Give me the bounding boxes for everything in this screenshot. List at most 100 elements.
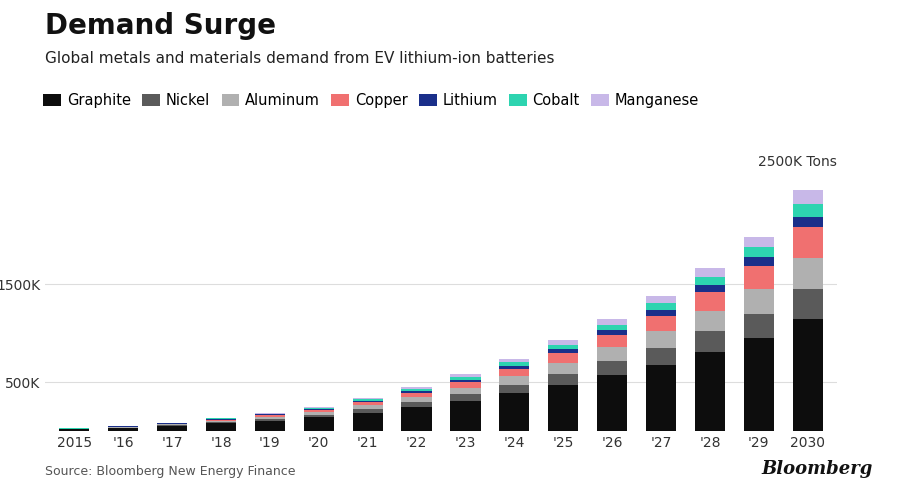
Bar	[646, 348, 676, 365]
Bar	[401, 402, 432, 408]
Bar	[548, 363, 579, 374]
Bar	[450, 374, 481, 377]
Bar	[353, 409, 382, 413]
Bar	[743, 247, 774, 257]
Bar	[548, 340, 579, 344]
Bar	[450, 377, 481, 380]
Bar	[206, 420, 236, 422]
Text: Demand Surge: Demand Surge	[45, 12, 276, 40]
Bar	[597, 347, 627, 361]
Bar	[450, 394, 481, 401]
Bar	[695, 269, 725, 277]
Bar	[597, 335, 627, 347]
Bar	[206, 423, 236, 431]
Bar	[646, 365, 676, 431]
Bar	[743, 290, 774, 314]
Bar	[500, 363, 529, 366]
Bar	[206, 419, 236, 420]
Bar	[255, 420, 285, 431]
Bar	[450, 388, 481, 394]
Bar	[793, 227, 823, 258]
Bar	[695, 277, 725, 285]
Bar	[353, 399, 382, 401]
Bar	[303, 415, 334, 417]
Bar	[743, 314, 774, 338]
Bar	[793, 204, 823, 217]
Bar	[59, 429, 89, 431]
Bar	[743, 257, 774, 266]
Bar	[500, 393, 529, 431]
Bar	[255, 414, 285, 415]
Bar	[401, 393, 432, 397]
Bar	[597, 375, 627, 431]
Bar	[500, 376, 529, 385]
Bar	[303, 408, 334, 409]
Bar	[793, 258, 823, 289]
Legend: Graphite, Nickel, Aluminum, Copper, Lithium, Cobalt, Manganese: Graphite, Nickel, Aluminum, Copper, Lith…	[43, 93, 699, 108]
Bar	[695, 285, 725, 292]
Bar	[646, 296, 676, 303]
Bar	[401, 397, 432, 402]
Bar	[548, 374, 579, 385]
Bar	[500, 385, 529, 393]
Text: Source: Bloomberg New Energy Finance: Source: Bloomberg New Energy Finance	[45, 465, 295, 478]
Bar	[695, 292, 725, 311]
Bar	[793, 318, 823, 431]
Bar	[303, 409, 334, 410]
Bar	[597, 319, 627, 324]
Bar	[548, 349, 579, 353]
Bar	[793, 190, 823, 204]
Bar	[255, 413, 285, 414]
Bar	[500, 369, 529, 376]
Bar	[743, 338, 774, 431]
Bar	[743, 266, 774, 290]
Bar	[303, 412, 334, 415]
Bar	[401, 408, 432, 431]
Bar	[303, 407, 334, 408]
Bar	[255, 418, 285, 420]
Bar	[597, 361, 627, 375]
Bar	[646, 310, 676, 316]
Bar	[353, 402, 382, 405]
Bar	[206, 418, 236, 419]
Bar	[450, 380, 481, 382]
Bar	[500, 359, 529, 363]
Bar	[695, 331, 725, 352]
Bar	[353, 413, 382, 431]
Text: 2500K Tons: 2500K Tons	[758, 155, 837, 169]
Bar	[597, 330, 627, 335]
Bar	[401, 392, 432, 393]
Text: Global metals and materials demand from EV lithium-ion batteries: Global metals and materials demand from …	[45, 51, 554, 67]
Bar	[597, 324, 627, 330]
Bar	[695, 311, 725, 331]
Bar	[157, 424, 187, 425]
Bar	[353, 401, 382, 402]
Bar	[548, 353, 579, 363]
Bar	[401, 387, 432, 389]
Bar	[206, 422, 236, 423]
Bar	[500, 366, 529, 369]
Bar	[450, 382, 481, 388]
Bar	[548, 344, 579, 349]
Bar	[695, 352, 725, 431]
Bar	[108, 428, 139, 431]
Text: Bloomberg: Bloomberg	[761, 460, 873, 478]
Bar	[157, 425, 187, 426]
Bar	[108, 427, 139, 428]
Bar	[255, 416, 285, 418]
Bar	[646, 303, 676, 310]
Bar	[793, 289, 823, 318]
Bar	[646, 331, 676, 348]
Bar	[157, 426, 187, 431]
Bar	[303, 417, 334, 431]
Bar	[303, 410, 334, 412]
Bar	[646, 316, 676, 331]
Bar	[353, 398, 382, 399]
Bar	[353, 405, 382, 409]
Bar	[793, 217, 823, 227]
Bar	[548, 385, 579, 431]
Bar	[450, 401, 481, 431]
Bar	[255, 415, 285, 416]
Bar	[743, 237, 774, 247]
Bar	[401, 389, 432, 392]
